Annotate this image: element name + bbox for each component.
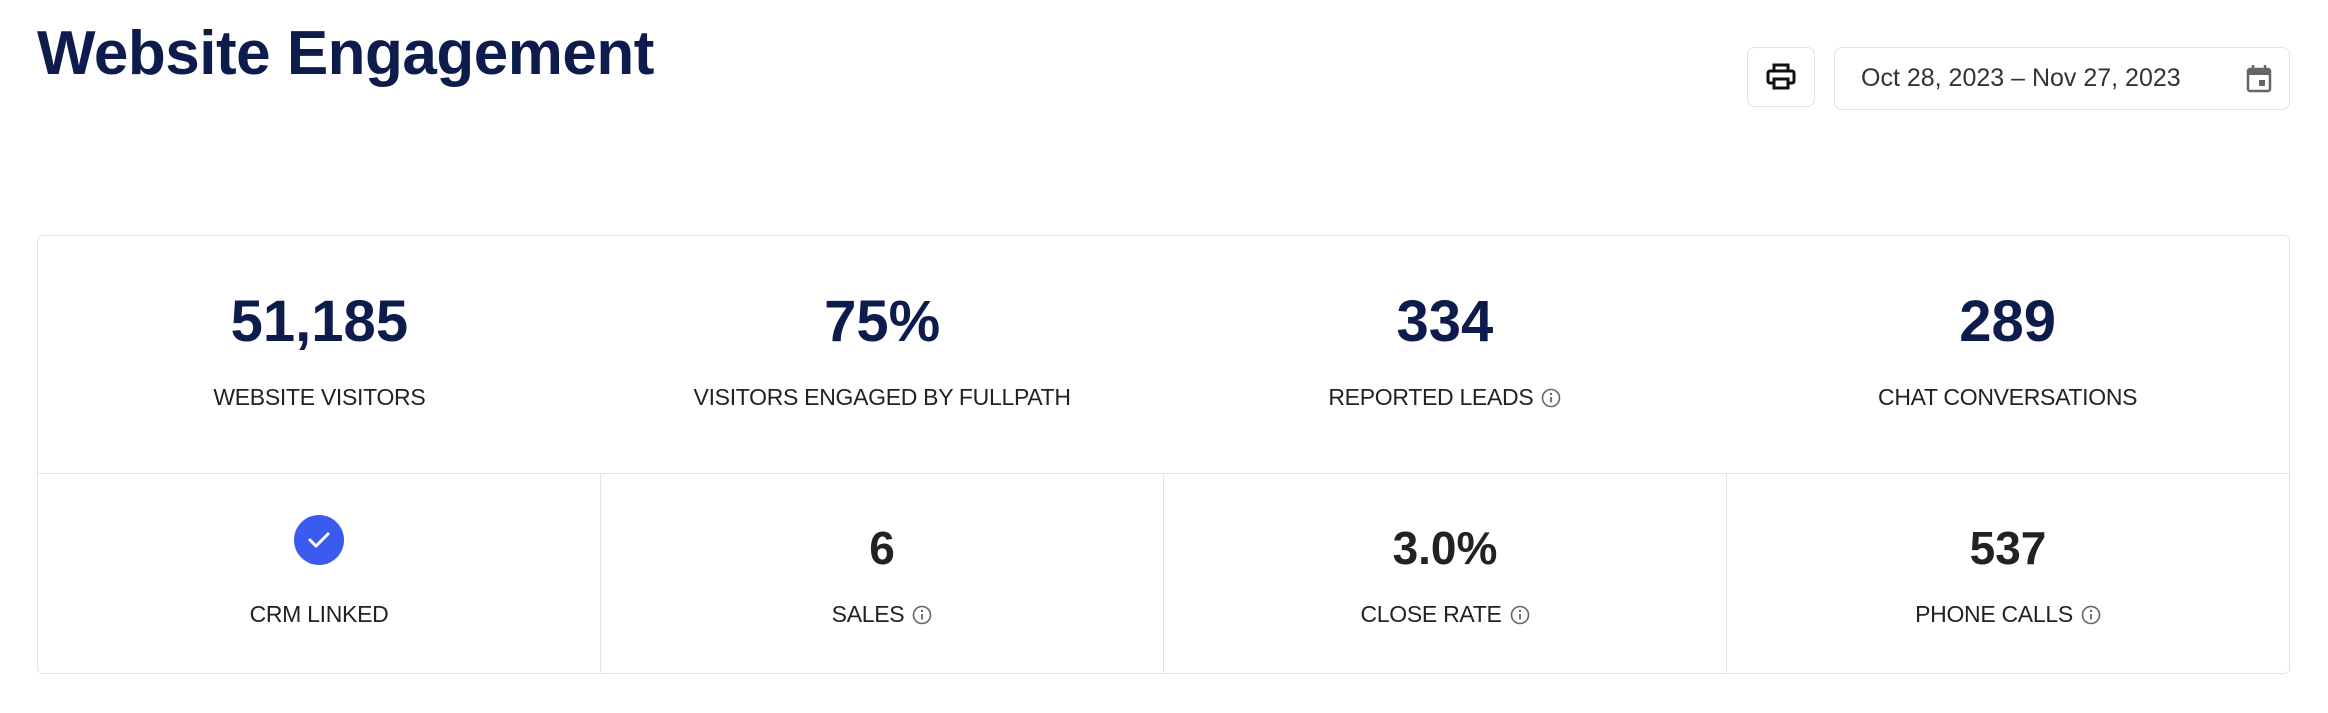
details-row: CRM LINKED 6 SALES 3.0% CLOSE RATE 537 PHONE C… [38, 473, 2289, 673]
stat-value: 289 [1959, 289, 2057, 354]
check-icon [294, 515, 344, 565]
stat-label-row: VISITORS ENGAGED BY FULLPATH [601, 384, 1164, 411]
stat-label-row: CHAT CONVERSATIONS [1726, 384, 2289, 411]
stat-label-row: PHONE CALLS [1727, 601, 2289, 628]
stat-value: 537 [1969, 522, 2047, 574]
summary-row: 51,185 WEBSITE VISITORS 75% VISITORS ENGAGE… [38, 236, 2289, 474]
stat-value: 6 [869, 522, 895, 574]
info-icon[interactable] [912, 605, 932, 625]
print-icon [1766, 63, 1796, 90]
stat-value: 75% [824, 289, 941, 354]
stat-cell: CRM LINKED [38, 473, 600, 673]
stat-label-row: CLOSE RATE [1164, 601, 1726, 628]
stat-label: CLOSE RATE [1360, 601, 1502, 627]
info-icon[interactable] [1510, 605, 1530, 625]
page-title: Website Engagement [37, 19, 654, 88]
date-range: Oct 28, 2023 – Nov 27, 2023 [1861, 64, 2181, 92]
stat-label-row: CRM LINKED [38, 601, 600, 628]
stat-label: CHAT CONVERSATIONS [1878, 384, 2138, 410]
stat-cell: 51,185 WEBSITE VISITORS [38, 236, 601, 473]
stat-label: SALES [831, 601, 905, 627]
stat-value: 51,185 [230, 289, 409, 354]
stat-label: REPORTED LEADS [1328, 384, 1534, 410]
info-icon[interactable] [2081, 605, 2101, 625]
stat-label-row: WEBSITE VISITORS [38, 384, 601, 411]
stat-label-row: REPORTED LEADS [1164, 384, 1727, 411]
stat-value: 3.0% [1392, 522, 1498, 574]
stats-card: 51,185 WEBSITE VISITORS 75% VISITORS ENGAGE… [37, 235, 2290, 674]
date-picker[interactable]: Oct 28, 2023 – Nov 27, 2023 [1834, 47, 2290, 110]
stat-cell: 334 REPORTED LEADS [1164, 236, 1727, 473]
stat-label: WEBSITE VISITORS [213, 384, 426, 410]
stat-cell: 75% VISITORS ENGAGED BY FULLPATH [601, 236, 1164, 473]
print-button[interactable] [1747, 47, 1815, 107]
calendar-icon [2246, 65, 2272, 93]
info-icon[interactable] [1541, 388, 1561, 408]
stat-value: 334 [1396, 289, 1494, 354]
stat-cell: 289 CHAT CONVERSATIONS [1726, 236, 2289, 473]
stat-cell: 3.0% CLOSE RATE [1163, 473, 1726, 673]
stat-label: VISITORS ENGAGED BY FULLPATH [693, 384, 1071, 410]
stat-label-row: SALES [601, 601, 1163, 628]
stat-cell: 6 SALES [600, 473, 1163, 673]
stat-cell: 537 PHONE CALLS [1726, 473, 2289, 673]
stat-label: CRM LINKED [249, 601, 389, 627]
stat-label: PHONE CALLS [1915, 601, 2073, 627]
